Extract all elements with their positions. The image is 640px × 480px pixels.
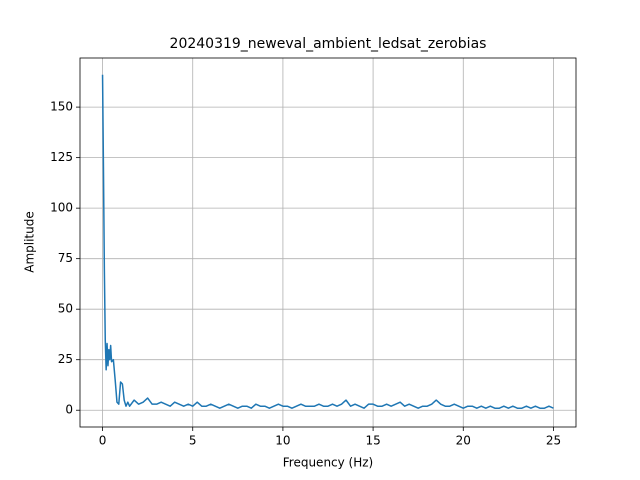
x-tick-label: 15	[365, 434, 380, 448]
y-tick-label: 50	[58, 302, 73, 316]
chart-title: 20240319_neweval_ambient_ledsat_zerobias	[170, 36, 487, 52]
x-tick-label: 20	[456, 434, 471, 448]
y-tick-label: 100	[50, 201, 73, 215]
y-tick-label: 125	[50, 150, 73, 164]
x-tick-label: 10	[275, 434, 290, 448]
y-tick-label: 25	[58, 352, 73, 366]
y-tick-label: 0	[65, 403, 73, 417]
plot-frame	[79, 57, 577, 428]
data-line	[101, 74, 554, 409]
x-axis-label: Frequency (Hz)	[283, 456, 374, 470]
y-tick-label: 150	[50, 100, 73, 114]
y-axis-label: Amplitude	[23, 211, 37, 273]
x-tick-label: 5	[189, 434, 197, 448]
y-tick-label: 75	[58, 251, 73, 265]
x-tick-label: 25	[546, 434, 561, 448]
x-tick-label: 0	[99, 434, 107, 448]
